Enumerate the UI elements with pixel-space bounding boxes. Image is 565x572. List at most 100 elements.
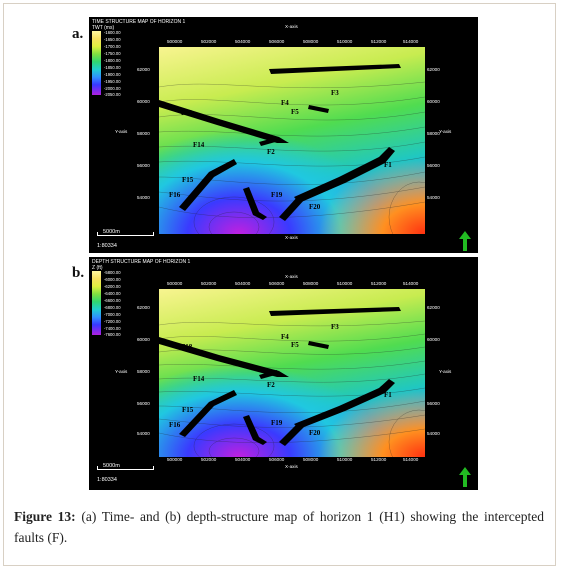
x-axis-label-bottom: X-axis <box>285 464 298 469</box>
legend-tick: -6400.00 <box>104 291 121 296</box>
x-tick: 502000 <box>201 281 217 286</box>
legend-tick: -5800.00 <box>104 270 121 275</box>
y-axis-label-left: Y-axis <box>115 129 128 134</box>
caption-label: Figure 13: <box>14 509 76 524</box>
x-tick: 512000 <box>371 457 387 462</box>
legend-tick: -1600.00 <box>104 30 121 35</box>
panel-b-scale-bar <box>97 466 154 470</box>
svg-text:F14: F14 <box>193 141 205 149</box>
legend-tick: -6800.00 <box>104 305 121 310</box>
y-tick: 56000 <box>427 163 440 168</box>
x-tick: 500000 <box>167 39 183 44</box>
legend-tick: -6200.00 <box>104 284 121 289</box>
depth-structure-map-panel: DEPTH STRUCTURE MAP OF HORIZON 1 Z (ft) … <box>89 257 478 490</box>
panel-b-scale-ratio: 1:80334 <box>97 477 117 483</box>
y-axis-label-left: Y-axis <box>115 369 128 374</box>
svg-text:F4: F4 <box>281 99 289 107</box>
x-tick: 504000 <box>235 39 251 44</box>
y-tick: 62000 <box>137 67 150 72</box>
y-tick: 60000 <box>427 337 440 342</box>
legend-tick: -1800.00 <box>104 58 121 63</box>
x-tick: 508000 <box>303 281 319 286</box>
legend-tick: -7000.00 <box>104 312 121 317</box>
x-axis-label-bottom: X-axis <box>285 235 298 240</box>
x-axis-label-top: X-axis <box>285 274 298 279</box>
svg-text:F18: F18 <box>181 343 193 351</box>
x-tick: 506000 <box>269 39 285 44</box>
figure-frame <box>3 3 556 566</box>
y-tick: 54000 <box>427 431 440 436</box>
svg-text:F16: F16 <box>169 421 181 429</box>
panel-a-color-legend: -1600.00 -1650.00 -1700.00 -1750.00 -180… <box>92 30 136 97</box>
svg-text:F19: F19 <box>271 419 283 427</box>
svg-text:F14: F14 <box>193 375 205 383</box>
svg-text:F4: F4 <box>281 333 289 341</box>
y-tick: 58000 <box>137 131 150 136</box>
y-axis-label-right: Y-axis <box>439 129 452 134</box>
y-tick: 58000 <box>137 369 150 374</box>
panel-b-subtitle: Z (ft) <box>92 265 103 271</box>
legend-tick: -1700.00 <box>104 44 121 49</box>
legend-tick: -6600.00 <box>104 298 121 303</box>
x-tick: 514000 <box>403 39 419 44</box>
svg-text:F20: F20 <box>309 203 321 211</box>
legend-tick: -6000.00 <box>104 277 121 282</box>
x-tick: 500000 <box>167 457 183 462</box>
legend-tick: -2050.00 <box>104 92 121 97</box>
y-tick: 62000 <box>427 67 440 72</box>
legend-tick: -7600.00 <box>104 332 121 337</box>
legend-tick: -7400.00 <box>104 326 121 331</box>
north-arrow-icon <box>459 467 471 487</box>
x-tick: 504000 <box>235 457 251 462</box>
legend-tick: -1750.00 <box>104 51 121 56</box>
time-structure-map: F3 F4 F5 F18 F14 F2 F15 F16 F19 F20 F1 <box>159 47 425 234</box>
svg-text:F1: F1 <box>384 161 392 169</box>
x-tick: 514000 <box>403 457 419 462</box>
y-tick: 62000 <box>427 305 440 310</box>
depth-structure-map: F3 F4 F5 F18 F14 F2 F15 F16 F19 F20 F1 <box>159 289 425 457</box>
panel-b-title: DEPTH STRUCTURE MAP OF HORIZON 1 <box>92 259 191 265</box>
x-tick: 510000 <box>337 39 353 44</box>
x-tick: 504000 <box>235 281 251 286</box>
panel-a-scale-ratio: 1:80334 <box>97 243 117 249</box>
legend-tick: -1650.00 <box>104 37 121 42</box>
legend-tick: -2000.00 <box>104 86 121 91</box>
legend-tick: -1950.00 <box>104 79 121 84</box>
x-tick: 508000 <box>303 457 319 462</box>
time-structure-map-panel: TIME STRUCTURE MAP OF HORIZON 1 TWT (ms)… <box>89 17 478 253</box>
svg-text:F2: F2 <box>267 148 275 156</box>
panel-a-scale-bar <box>97 232 154 236</box>
color-scale-bar <box>92 271 101 335</box>
panel-a-title: TIME STRUCTURE MAP OF HORIZON 1 <box>92 19 186 25</box>
y-tick: 60000 <box>137 337 150 342</box>
legend-tick: -1850.00 <box>104 65 121 70</box>
svg-text:F5: F5 <box>291 341 299 349</box>
svg-text:F1: F1 <box>384 391 392 399</box>
color-scale-bar <box>92 31 101 95</box>
figure-caption: Figure 13: (a) Time- and (b) depth-struc… <box>14 506 544 548</box>
x-tick: 502000 <box>201 457 217 462</box>
panel-b-label: b. <box>72 265 85 281</box>
y-tick: 62000 <box>137 305 150 310</box>
svg-text:F18: F18 <box>181 109 193 117</box>
svg-text:F15: F15 <box>182 176 194 184</box>
svg-text:F16: F16 <box>169 191 181 199</box>
svg-text:F20: F20 <box>309 429 321 437</box>
svg-text:F3: F3 <box>331 323 339 331</box>
y-tick: 56000 <box>427 401 440 406</box>
legend-tick: -7200.00 <box>104 319 121 324</box>
x-tick: 514000 <box>403 281 419 286</box>
y-tick: 54000 <box>137 195 150 200</box>
panel-b-scale-text: 5000m <box>103 463 120 469</box>
panel-a-label: a. <box>72 26 84 42</box>
x-tick: 500000 <box>167 281 183 286</box>
y-tick: 58000 <box>427 131 440 136</box>
panel-a-subtitle: TWT (ms) <box>92 25 115 31</box>
x-tick: 510000 <box>337 457 353 462</box>
x-tick: 512000 <box>371 281 387 286</box>
x-tick: 506000 <box>269 457 285 462</box>
y-tick: 60000 <box>427 99 440 104</box>
svg-text:F19: F19 <box>271 191 283 199</box>
y-tick: 54000 <box>427 195 440 200</box>
x-tick: 510000 <box>337 281 353 286</box>
